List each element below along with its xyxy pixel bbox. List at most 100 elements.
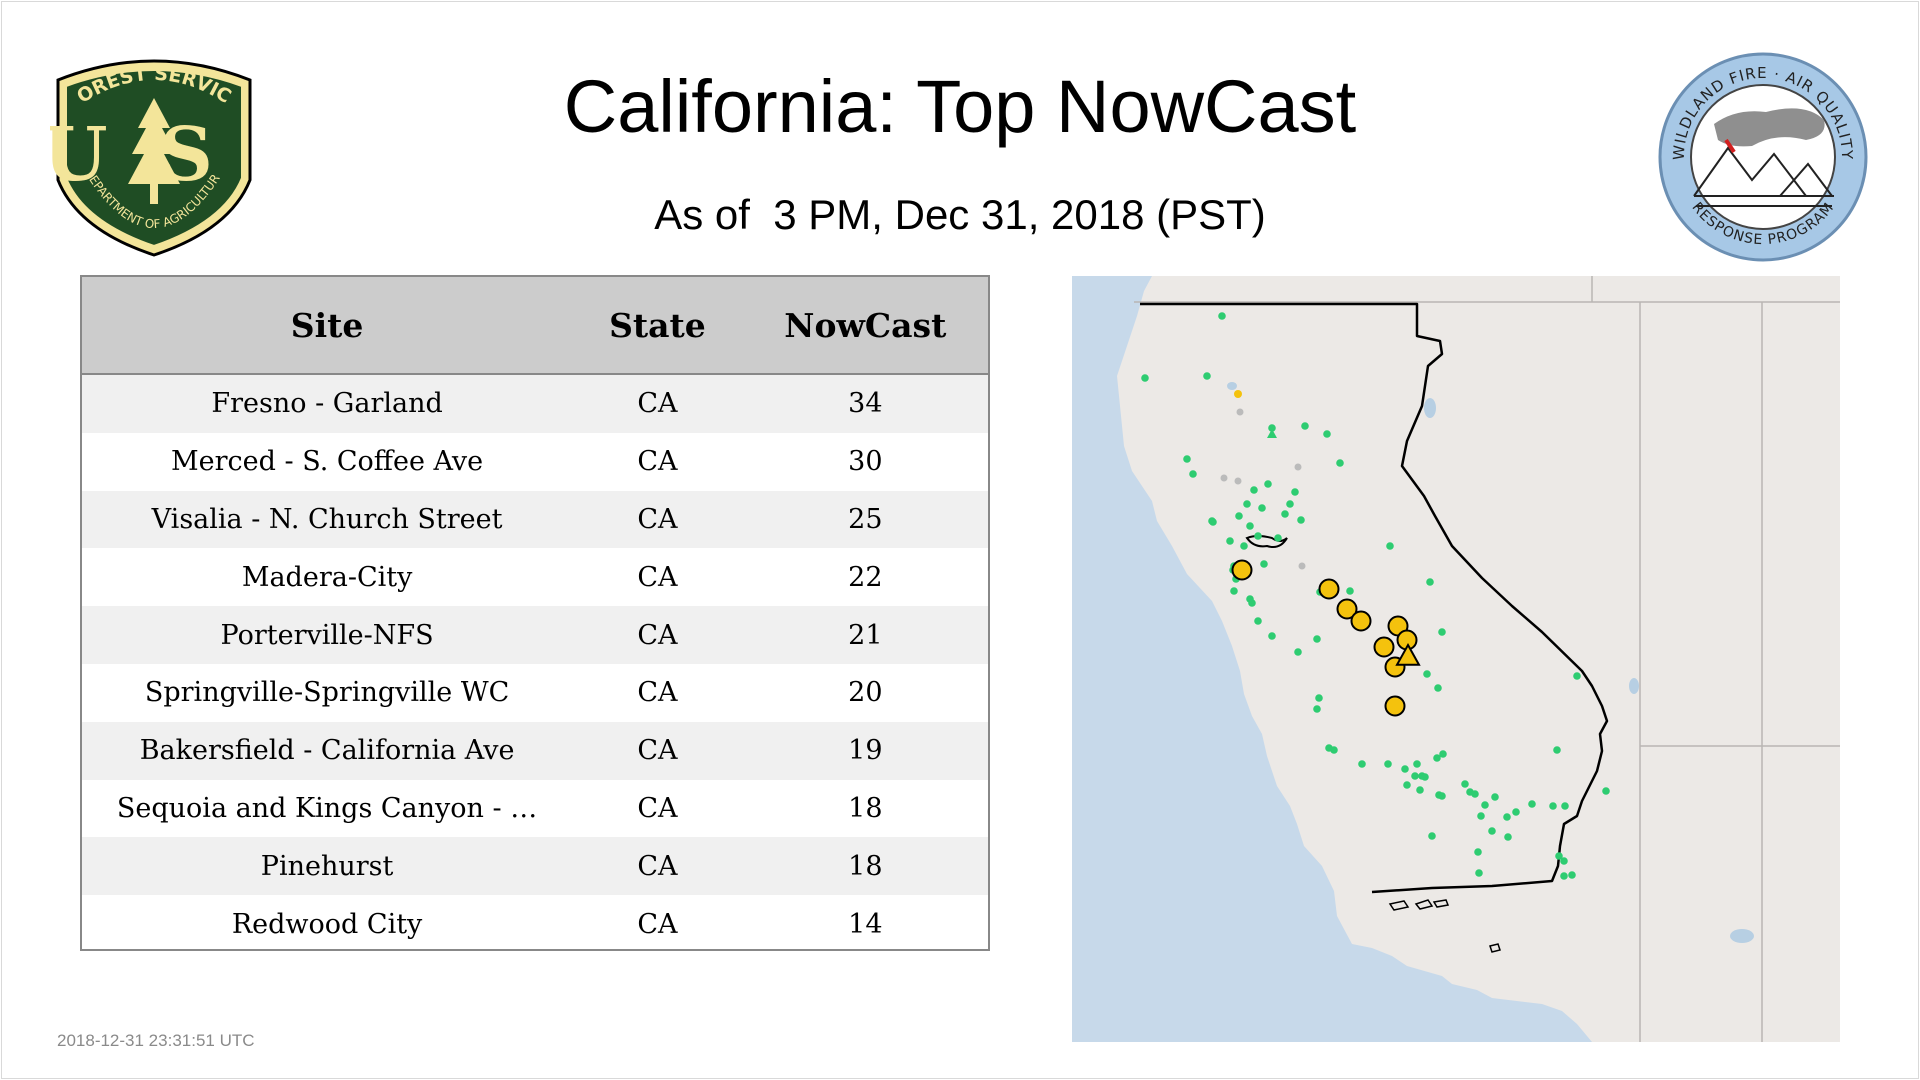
- good-site-marker[interactable]: [1428, 832, 1436, 840]
- good-site-marker[interactable]: [1512, 808, 1520, 816]
- good-site-marker[interactable]: [1503, 813, 1511, 821]
- good-site-marker[interactable]: [1254, 532, 1262, 540]
- good-site-marker[interactable]: [1250, 486, 1258, 494]
- good-site-marker[interactable]: [1416, 786, 1424, 794]
- moderate-site-marker[interactable]: [1318, 578, 1340, 600]
- good-site-marker[interactable]: [1268, 424, 1276, 432]
- good-site-marker[interactable]: [1336, 459, 1344, 467]
- cell-state: CA: [572, 663, 743, 722]
- good-site-marker[interactable]: [1549, 802, 1557, 810]
- cell-site: Redwood City: [82, 895, 573, 949]
- good-site-marker[interactable]: [1560, 857, 1568, 865]
- good-site-marker[interactable]: [1226, 537, 1234, 545]
- good-site-marker[interactable]: [1553, 746, 1561, 754]
- good-site-marker[interactable]: [1602, 787, 1610, 795]
- good-site-marker[interactable]: [1438, 628, 1446, 636]
- good-site-marker[interactable]: [1268, 632, 1276, 640]
- nodata-site-marker[interactable]: [1236, 408, 1244, 416]
- good-site-marker[interactable]: [1203, 372, 1211, 380]
- moderate-site-small-marker[interactable]: [1234, 390, 1242, 398]
- good-site-marker[interactable]: [1301, 422, 1309, 430]
- good-site-marker[interactable]: [1481, 801, 1489, 809]
- good-site-marker[interactable]: [1235, 512, 1243, 520]
- good-site-marker[interactable]: [1434, 684, 1442, 692]
- good-site-marker[interactable]: [1461, 780, 1469, 788]
- good-site-marker[interactable]: [1438, 792, 1446, 800]
- good-site-marker[interactable]: [1573, 672, 1581, 680]
- good-site-marker[interactable]: [1561, 802, 1569, 810]
- good-site-marker[interactable]: [1411, 772, 1419, 780]
- cell-site: Visalia - N. Church Street: [82, 490, 573, 549]
- moderate-site-marker[interactable]: [1231, 559, 1253, 581]
- good-site-triangle-marker[interactable]: [1267, 429, 1277, 438]
- good-site-marker[interactable]: [1560, 872, 1568, 880]
- good-site-marker[interactable]: [1315, 694, 1323, 702]
- good-site-marker[interactable]: [1189, 470, 1197, 478]
- good-site-marker[interactable]: [1384, 760, 1392, 768]
- good-site-marker[interactable]: [1504, 833, 1512, 841]
- moderate-site-marker[interactable]: [1350, 610, 1372, 632]
- good-site-marker[interactable]: [1474, 848, 1482, 856]
- good-site-marker[interactable]: [1488, 827, 1496, 835]
- good-site-marker[interactable]: [1555, 852, 1563, 860]
- good-site-marker[interactable]: [1313, 635, 1321, 643]
- good-site-marker[interactable]: [1274, 534, 1282, 542]
- good-site-marker[interactable]: [1403, 781, 1411, 789]
- good-site-marker[interactable]: [1248, 599, 1256, 607]
- nodata-site-marker[interactable]: [1298, 562, 1306, 570]
- good-site-marker[interactable]: [1281, 510, 1289, 518]
- good-site-marker[interactable]: [1183, 455, 1191, 463]
- nodata-site-marker[interactable]: [1294, 463, 1302, 471]
- table-row: Madera-City CA 22: [82, 548, 988, 607]
- good-site-marker[interactable]: [1491, 793, 1499, 801]
- good-site-marker[interactable]: [1433, 754, 1441, 762]
- cell-nowcast: 19: [742, 721, 988, 780]
- good-site-marker[interactable]: [1286, 500, 1294, 508]
- good-site-marker[interactable]: [1297, 516, 1305, 524]
- good-site-marker[interactable]: [1294, 648, 1302, 656]
- table-row: Bakersfield - California Ave CA 19: [82, 721, 988, 780]
- moderate-site-triangle-marker[interactable]: [1395, 642, 1421, 666]
- good-site-marker[interactable]: [1243, 500, 1251, 508]
- good-site-marker[interactable]: [1323, 430, 1331, 438]
- moderate-site-marker[interactable]: [1336, 598, 1358, 620]
- good-site-marker[interactable]: [1426, 578, 1434, 586]
- good-site-marker[interactable]: [1260, 560, 1268, 568]
- good-site-marker[interactable]: [1346, 587, 1354, 595]
- moderate-site-marker[interactable]: [1373, 636, 1395, 658]
- good-site-marker[interactable]: [1254, 617, 1262, 625]
- good-site-marker[interactable]: [1246, 522, 1254, 530]
- good-site-marker[interactable]: [1258, 504, 1266, 512]
- good-site-marker[interactable]: [1141, 374, 1149, 382]
- good-site-marker[interactable]: [1209, 518, 1217, 526]
- nodata-site-marker[interactable]: [1220, 474, 1228, 482]
- column-header-site: Site: [82, 277, 573, 375]
- good-site-marker[interactable]: [1477, 812, 1485, 820]
- good-site-marker[interactable]: [1421, 773, 1429, 781]
- good-site-marker[interactable]: [1471, 790, 1479, 798]
- nodata-site-marker[interactable]: [1234, 477, 1242, 485]
- good-site-marker[interactable]: [1230, 587, 1238, 595]
- good-site-marker[interactable]: [1475, 869, 1483, 877]
- good-site-marker[interactable]: [1413, 760, 1421, 768]
- good-site-marker[interactable]: [1325, 744, 1333, 752]
- good-site-marker[interactable]: [1528, 800, 1536, 808]
- good-site-marker[interactable]: [1423, 670, 1431, 678]
- good-site-marker[interactable]: [1313, 705, 1321, 713]
- good-site-marker[interactable]: [1386, 542, 1394, 550]
- good-site-marker[interactable]: [1401, 765, 1409, 773]
- table-header-row: Site State NowCast: [82, 277, 988, 375]
- column-header-nowcast: NowCast: [742, 277, 988, 375]
- moderate-site-marker[interactable]: [1384, 695, 1406, 717]
- good-site-marker[interactable]: [1358, 760, 1366, 768]
- good-site-marker[interactable]: [1439, 750, 1447, 758]
- wildland-fire-air-quality-logo: WILDLAND FIRE · AIR QUALITY RESPONSE PRO…: [1658, 52, 1868, 262]
- good-site-marker[interactable]: [1264, 480, 1272, 488]
- california-map[interactable]: [1072, 276, 1840, 1042]
- good-site-marker[interactable]: [1291, 488, 1299, 496]
- good-site-marker[interactable]: [1240, 542, 1248, 550]
- cell-site: Porterville-NFS: [82, 606, 573, 664]
- good-site-marker[interactable]: [1568, 871, 1576, 879]
- table-row: Visalia - N. Church Street CA 25: [82, 490, 988, 549]
- good-site-marker[interactable]: [1218, 312, 1226, 320]
